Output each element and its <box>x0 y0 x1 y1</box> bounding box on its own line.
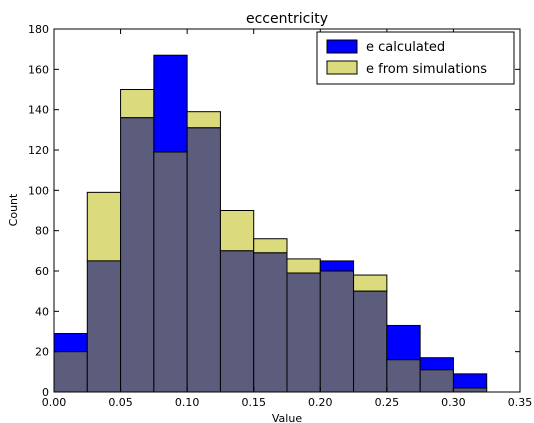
x-axis-label: Value <box>272 412 302 423</box>
x-tick-label: 0.15 <box>241 396 266 409</box>
y-tick-label: 140 <box>28 104 49 117</box>
bar-e-from-simulations <box>253 238 288 254</box>
bars-layer <box>53 54 488 393</box>
bar-overlap <box>353 290 388 393</box>
bar-e-calculated <box>452 373 488 389</box>
bar-overlap <box>286 272 321 393</box>
axis-ticks: 0.00 0.05 0.10 0.15 0.20 0.25 0.30 0.35 0 20 40 60 8… <box>28 23 532 409</box>
x-tick-label: 0.35 <box>508 396 533 409</box>
y-tick-label: 80 <box>35 225 49 238</box>
plot-frame <box>53 28 521 393</box>
y-tick-label: 40 <box>35 305 49 318</box>
bar-overlap <box>452 387 488 393</box>
legend-label-e-calculated: e calculated <box>366 40 445 55</box>
y-axis-label: Count <box>7 193 20 226</box>
bar-e-from-simulations <box>186 111 221 129</box>
legend-label-e-from-simulations: e from simulations <box>366 62 487 77</box>
bar-e-from-simulations <box>353 274 388 292</box>
x-tick-label: 0.10 <box>175 396 200 409</box>
y-tick-label: 60 <box>35 265 49 278</box>
bar-overlap <box>253 252 288 393</box>
bar-e-from-simulations <box>219 210 255 252</box>
y-tick-label: 120 <box>28 144 49 157</box>
x-tick-label: 0.05 <box>108 396 133 409</box>
x-tick-label: 0.00 <box>42 396 67 409</box>
bar-e-calculated <box>153 54 188 153</box>
bar-e-calculated <box>386 324 421 361</box>
bar-overlap <box>86 260 122 393</box>
y-tick-label: 100 <box>28 184 49 197</box>
x-tick-label: 0.30 <box>441 396 466 409</box>
bar-e-calculated <box>319 260 355 272</box>
x-tick-label: 0.20 <box>308 396 333 409</box>
bar-overlap <box>319 270 355 393</box>
bar-e-from-simulations <box>86 191 122 262</box>
legend-swatch-e-calculated <box>326 39 358 54</box>
bar-e-calculated <box>53 333 88 353</box>
x-tick-label: 0.25 <box>375 396 400 409</box>
bar-overlap <box>419 369 454 393</box>
bar-overlap <box>53 351 88 393</box>
bar-e-from-simulations <box>286 258 321 274</box>
legend: e calculated e from simulations <box>316 31 515 85</box>
chart-title: eccentricity <box>246 11 328 27</box>
bar-overlap <box>219 250 255 393</box>
bar-e-from-simulations <box>120 89 155 119</box>
y-tick-label: 160 <box>28 63 49 76</box>
bar-overlap <box>153 151 188 393</box>
y-tick-label: 180 <box>28 23 49 36</box>
y-tick-label: 0 <box>42 386 49 399</box>
legend-swatch-e-from-simulations <box>326 60 358 75</box>
y-tick-label: 20 <box>35 346 49 359</box>
bar-overlap <box>120 117 155 393</box>
bar-overlap <box>186 127 221 393</box>
bar-e-calculated <box>419 357 454 371</box>
bar-overlap <box>386 359 421 393</box>
